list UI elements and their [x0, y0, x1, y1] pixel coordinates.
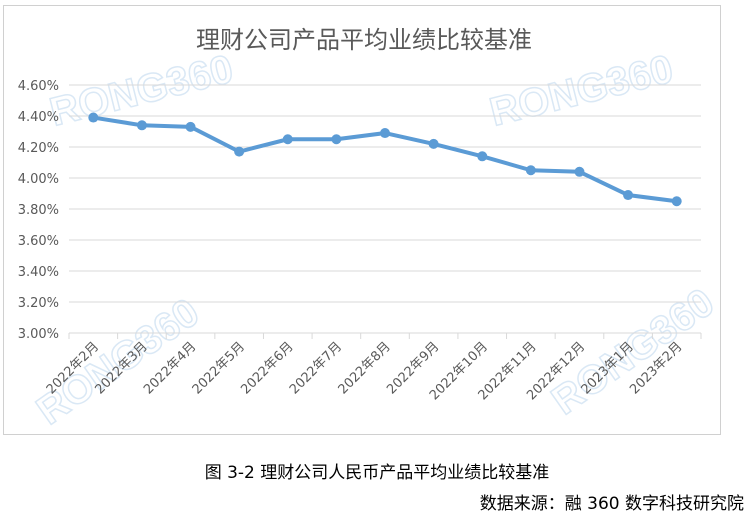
data-point	[525, 165, 536, 176]
chart-frame: RONG360 RONG360 RONG360 RONG360 理财公司产品平均业绩比…	[3, 5, 721, 435]
data-point	[477, 151, 488, 162]
y-tick-label: 4.00%	[18, 172, 59, 187]
data-point	[574, 166, 585, 177]
y-tick-label: 3.60%	[18, 234, 59, 249]
data-point	[623, 190, 634, 201]
data-point	[185, 121, 196, 132]
y-tick-label: 3.00%	[18, 327, 59, 342]
data-point	[136, 120, 147, 131]
data-point	[282, 134, 293, 145]
data-point	[331, 134, 342, 145]
y-tick-label: 4.40%	[18, 110, 59, 125]
y-tick-label: 3.80%	[18, 203, 59, 218]
y-tick-label: 3.20%	[18, 296, 59, 311]
data-source: 数据来源：融 360 数字科技研究院	[479, 494, 744, 514]
watermark-text: RONG360	[486, 47, 678, 135]
y-tick-label: 4.60%	[18, 79, 59, 94]
data-point	[428, 138, 439, 149]
y-tick-label: 3.40%	[18, 265, 59, 280]
data-point	[88, 112, 99, 123]
data-point	[234, 146, 245, 157]
data-point	[380, 128, 390, 139]
figure-caption: 图 3-2 理财公司人民币产品平均业绩比较基准	[204, 463, 550, 483]
y-tick-label: 4.20%	[18, 141, 59, 156]
chart-title: 理财公司产品平均业绩比较基准	[196, 26, 532, 54]
data-point	[671, 196, 682, 207]
